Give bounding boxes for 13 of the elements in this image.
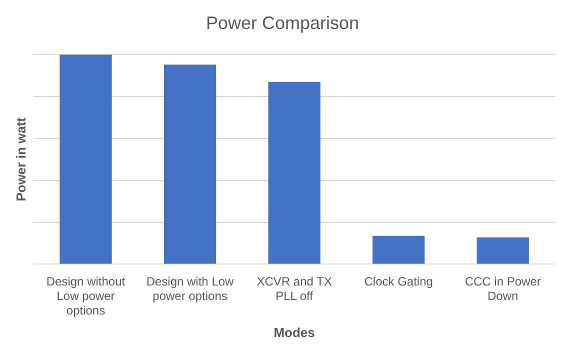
bar — [372, 236, 425, 264]
bar — [164, 64, 216, 264]
bar — [476, 237, 529, 264]
bar — [268, 82, 320, 264]
x-axis-title: Modes — [274, 324, 315, 340]
x-tick-label: CCC in Power Down — [464, 274, 541, 304]
chart-title: Power Comparison — [206, 12, 360, 33]
x-tick-label: Design with Low power options — [146, 274, 234, 304]
y-axis-title: Power in watt — [13, 116, 28, 202]
x-tick-label: XCVR and TX PLL off — [256, 274, 332, 304]
bar — [60, 54, 112, 264]
x-tick-label: Clock Gating — [364, 274, 433, 289]
x-tick-label: Design without Low power options — [46, 274, 126, 318]
